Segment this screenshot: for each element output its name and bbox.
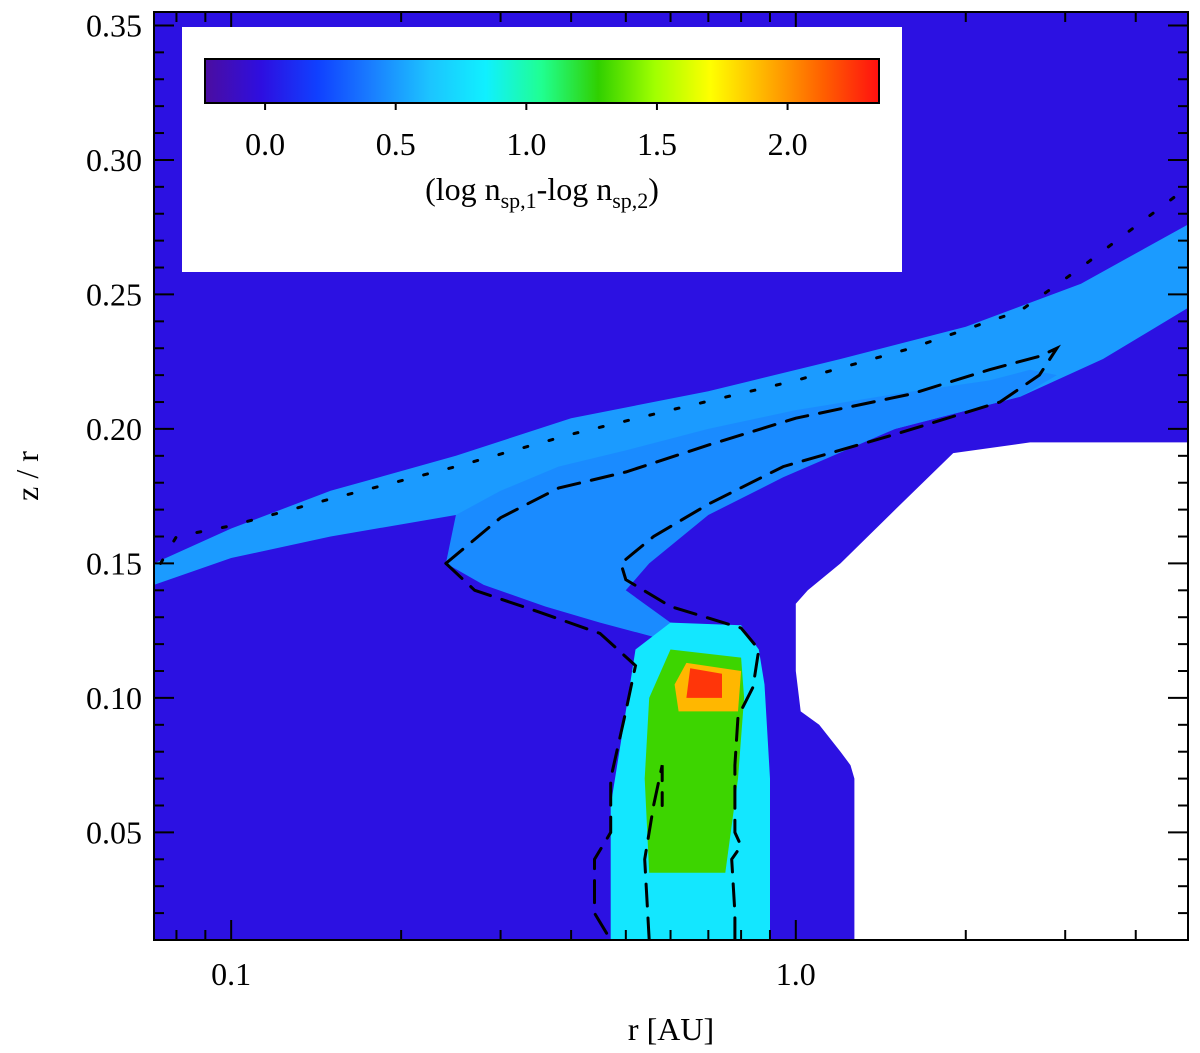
colorbar-ticks: 0.0 0.5 1.0 1.5 2.0 — [245, 103, 808, 162]
contour-line-dashed — [444, 344, 1061, 940]
colorbar-tick-label: 2.0 — [768, 126, 808, 162]
colorbar-tick-label: 0.5 — [376, 126, 416, 162]
colorbar-tick-label: 1.0 — [506, 126, 546, 162]
y-tick-label: 0.20 — [86, 411, 142, 447]
y-tick-label: 0.10 — [86, 680, 142, 716]
y-tick-label: 0.35 — [86, 7, 142, 43]
masked-region — [795, 442, 1188, 940]
y-tick-label: 0.05 — [86, 814, 142, 850]
colorbar — [204, 58, 880, 104]
colorbar-tick-label: 1.5 — [637, 126, 677, 162]
colorbar-legend: 0.0 0.5 1.0 1.5 2.0 (log nsp,1-log nsp,2) — [182, 27, 902, 272]
y-axis-title: z / r — [9, 451, 45, 501]
contour-line-dotted — [159, 185, 1188, 565]
x-axis-title: r [AU] — [628, 1011, 714, 1047]
contour-layer — [159, 185, 1188, 940]
colorbar-title: (log nsp,1-log nsp,2) — [425, 171, 659, 213]
heatmap-region — [154, 224, 1188, 585]
y-tick-label: 0.30 — [86, 142, 142, 178]
x-tick-label: 1.0 — [776, 956, 816, 992]
y-tick-label: 0.25 — [86, 276, 142, 312]
contour-line-dashed — [444, 561, 638, 940]
x-tick-label: 0.1 — [211, 956, 251, 992]
heatmap-region — [686, 668, 722, 698]
heatmap-region — [445, 369, 1057, 650]
y-tick-label: 0.15 — [86, 545, 142, 581]
colorbar-tick-label: 0.0 — [245, 126, 285, 162]
contour-line-dashed — [643, 764, 664, 940]
